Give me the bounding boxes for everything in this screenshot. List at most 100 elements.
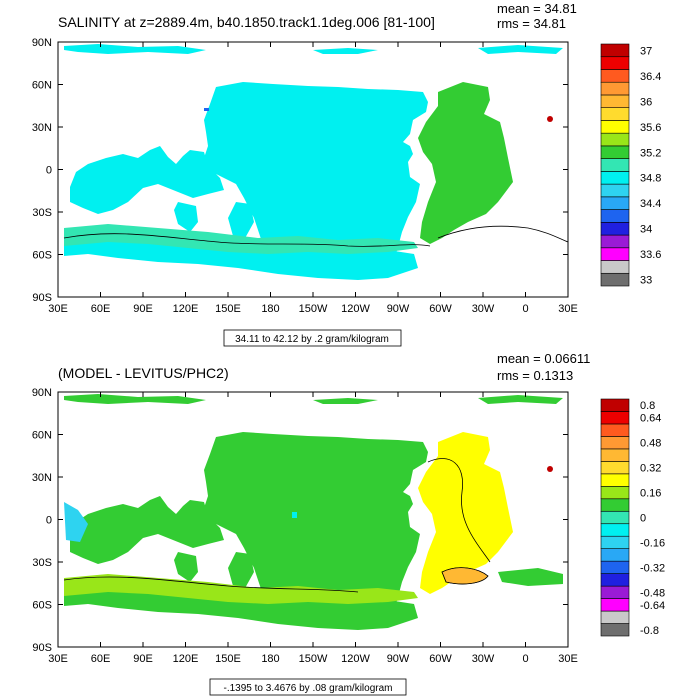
panel-title: (MODEL - LEVITUS/PHC2) bbox=[58, 365, 229, 381]
contour-line bbox=[63, 233, 431, 247]
lat-tick-label: 30S bbox=[32, 557, 52, 569]
lat-axis: 90N 60N 30N 0 30S 60S 90S bbox=[32, 387, 568, 654]
colorbar-swatch bbox=[600, 234, 630, 249]
lon-tick-label: 120E bbox=[173, 653, 199, 665]
pacific-indian-region bbox=[64, 432, 428, 630]
contour-line bbox=[437, 225, 569, 243]
colorbar-swatch bbox=[600, 81, 630, 96]
colorbar-label: 36.4 bbox=[640, 71, 661, 83]
colorbar-swatch bbox=[600, 598, 630, 612]
colorbar-swatch bbox=[600, 158, 630, 172]
lon-tick-label: 60E bbox=[91, 653, 111, 665]
lon-tick-label: 0 bbox=[522, 303, 528, 315]
lat-tick-label: 0 bbox=[46, 515, 52, 527]
lon-tick-label: 30E bbox=[48, 303, 68, 315]
lon-tick-label: 90W bbox=[387, 303, 410, 315]
mediterranean-outflow-spot bbox=[547, 466, 553, 472]
colorbar-label: -0.64 bbox=[640, 600, 665, 612]
colorbar-label: 0 bbox=[640, 513, 646, 525]
colorbar-swatch bbox=[600, 560, 630, 574]
colorbar-label: 34.4 bbox=[640, 198, 661, 210]
colorbar-swatch bbox=[600, 411, 630, 425]
range-label: -.1395 to 3.4676 by .08 gram/kilogram bbox=[224, 683, 393, 694]
lon-tick-label: 180 bbox=[261, 303, 279, 315]
lon-tick-label: 90W bbox=[387, 653, 410, 665]
colorbar-swatch bbox=[600, 171, 630, 185]
colorbar-swatch bbox=[600, 183, 630, 198]
colorbar-label: 35.2 bbox=[640, 147, 661, 159]
colorbar-swatch bbox=[600, 196, 630, 210]
lon-tick-label: 30E bbox=[558, 303, 578, 315]
colorbar-swatch bbox=[600, 132, 630, 147]
colorbar-swatch bbox=[600, 585, 630, 599]
map-plot: 90N 60N 30N 0 30S 60S 90S 30E 60E 90E 120E 150E 180… bbox=[32, 37, 578, 315]
arctic-region bbox=[64, 44, 563, 54]
colorbar-swatch bbox=[600, 272, 630, 287]
lat-tick-label: 60S bbox=[32, 250, 52, 262]
colorbar-swatch bbox=[600, 573, 630, 587]
lon-tick-label: 150E bbox=[215, 653, 241, 665]
colorbar-swatch bbox=[600, 222, 630, 236]
mean-stat: mean = 34.81 bbox=[497, 1, 577, 16]
colorbar-swatch bbox=[600, 43, 630, 58]
range-label: 34.11 to 42.12 by .2 gram/kilogram bbox=[235, 334, 389, 345]
range-label-box: 34.11 to 42.12 by .2 gram/kilogram bbox=[223, 329, 402, 347]
lat-tick-label: 90N bbox=[32, 37, 52, 49]
colorbar-swatch bbox=[600, 461, 630, 475]
atlantic-region bbox=[418, 82, 513, 244]
lon-tick-label: 30W bbox=[472, 303, 495, 315]
colorbar-swatch bbox=[600, 94, 630, 108]
lat-tick-label: 60N bbox=[32, 430, 52, 442]
contour-line bbox=[63, 576, 359, 593]
pacific-indian-region bbox=[64, 82, 428, 280]
lat-tick-label: 30N bbox=[32, 122, 52, 134]
colorbar-swatch bbox=[600, 473, 630, 487]
lon-tick-label: 150W bbox=[299, 653, 328, 665]
lon-tick-label: 150E bbox=[215, 303, 241, 315]
southern-ocean-band bbox=[64, 224, 418, 254]
salinity-panel: SALINITY at z=2889.4m, b40.1850.track1.1… bbox=[32, 1, 661, 347]
colorbar-swatch bbox=[600, 423, 630, 437]
colorbar-label: 37 bbox=[640, 45, 652, 57]
lon-tick-label: 90E bbox=[133, 653, 153, 665]
colorbar-swatch bbox=[600, 535, 630, 549]
colorbar-swatch bbox=[600, 498, 630, 512]
rms-stat: rms = 34.81 bbox=[497, 16, 566, 31]
mean-stat: mean = 0.06611 bbox=[497, 351, 590, 366]
colorbar-swatch bbox=[600, 623, 630, 637]
lat-tick-label: 60N bbox=[32, 80, 52, 92]
difference-panel: (MODEL - LEVITUS/PHC2) mean = 0.06611 rm… bbox=[32, 351, 665, 696]
colorbar-label: 33 bbox=[640, 275, 652, 287]
colorbar-swatch bbox=[600, 486, 630, 500]
lat-tick-label: 90S bbox=[32, 292, 52, 304]
colorbar-label: 36 bbox=[640, 96, 652, 108]
lat-tick-label: 90N bbox=[32, 387, 52, 399]
colorbar-swatch bbox=[600, 209, 630, 223]
colorbar-label: -0.32 bbox=[640, 562, 665, 574]
lon-tick-label: 60W bbox=[429, 303, 452, 315]
colorbar-swatch bbox=[600, 247, 630, 261]
colorbar-label: -0.16 bbox=[640, 537, 665, 549]
colorbar-swatch bbox=[600, 260, 630, 274]
colorbar-label: 34.8 bbox=[640, 173, 661, 185]
colorbar-swatch bbox=[600, 510, 630, 525]
contour-line bbox=[441, 567, 489, 585]
atlantic-region bbox=[418, 432, 513, 594]
lon-tick-label: 150W bbox=[299, 303, 328, 315]
colorbar-swatch bbox=[600, 107, 630, 121]
southern-atlantic-patch bbox=[498, 568, 563, 586]
lon-tick-label: 60E bbox=[91, 303, 111, 315]
colorbar-label: 0.48 bbox=[640, 438, 661, 450]
salinity-field bbox=[63, 44, 569, 280]
contour-line bbox=[427, 458, 491, 563]
arctic-region bbox=[64, 394, 563, 404]
colorbar-swatch bbox=[600, 120, 630, 134]
panel-title: SALINITY at z=2889.4m, b40.1850.track1.1… bbox=[58, 14, 435, 30]
colorbar-label: 35.6 bbox=[640, 122, 661, 134]
map-plot: 90N 60N 30N 0 30S 60S 90S 30E 60E 90E 120E 150E 180… bbox=[32, 387, 578, 665]
colorbar-label: 0.16 bbox=[640, 488, 661, 500]
colorbar-label: 0.32 bbox=[640, 463, 661, 475]
colorbar-label: 0.64 bbox=[640, 413, 661, 425]
lat-tick-label: 30S bbox=[32, 207, 52, 219]
